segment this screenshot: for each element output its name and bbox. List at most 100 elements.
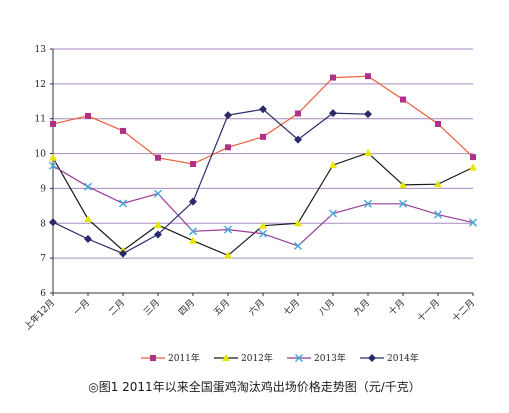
series-line [52,108,369,255]
data-point [50,120,56,127]
y-tick-label: 9 [40,184,46,194]
series-0 [50,73,476,168]
data-point [364,148,372,156]
axes [52,49,473,294]
legend-item-1: 2012年 [214,352,273,364]
x-marker-stroke [433,210,443,219]
data-point [225,144,231,151]
y-tick-label: 13 [35,45,47,55]
legend-marker [368,354,376,362]
x-tick-label: 三月 [142,297,163,318]
data-point [154,230,162,239]
data-point [469,163,477,171]
x-marker-stroke [328,209,338,218]
data-point [84,215,92,223]
x-tick-label: 二月 [107,297,128,318]
x-axis-ticks: 上年12月 一月 二月 三月 四月 五月 六月 七月 八月 九月 十月 十一月 十二月 [21,293,477,332]
data-point [224,251,232,259]
x-marker-stroke [468,218,478,227]
x-tick-label: 四月 [177,297,198,318]
series-1 [49,148,477,259]
data-point [260,133,266,140]
legend-item-2: 2013年 [287,352,346,364]
data-point [120,127,126,134]
data-point [188,227,198,236]
legend-marker [150,355,156,361]
data-point [434,180,442,188]
data-point [330,74,336,81]
series-group [48,73,478,259]
data-point [363,199,373,208]
x-marker-stroke [294,353,304,363]
data-point [259,105,267,114]
data-point [400,96,406,103]
data-point [189,197,197,206]
data-point [83,182,93,191]
x-tick-label: 六月 [246,297,267,318]
legend-label: 2011年 [168,352,200,364]
data-point [49,218,57,227]
x-tick-label: 上年12月 [21,297,57,333]
series-2 [48,161,478,250]
data-point [189,236,197,244]
data-point [119,249,127,258]
x-marker-stroke [48,161,58,170]
data-point [155,154,161,161]
data-point [399,180,407,188]
x-marker-stroke [363,199,373,208]
x-tick-label: 八月 [317,297,338,318]
data-point [329,109,337,118]
x-marker-stroke [188,227,198,236]
data-point [433,210,443,219]
data-point [223,225,233,234]
data-point [224,111,232,120]
series-line [52,75,474,165]
legend: 2011年 2012年 2013年 2014年 [141,352,419,364]
data-point [190,161,196,168]
y-tick-label: 7 [40,254,46,264]
x-tick-label: 七月 [282,297,303,318]
legend-item-0: 2011年 [141,352,200,364]
data-point [259,221,267,229]
y-axis-ticks: 6 7 8 9 10 11 12 13 [35,45,53,299]
data-point [293,241,303,250]
data-point [295,110,301,117]
x-tick-label: 九月 [352,297,373,318]
data-point [118,199,128,208]
data-point [470,154,476,161]
legend-marker [294,353,304,363]
data-point [85,112,91,119]
data-point [84,234,92,243]
y-tick-label: 11 [35,115,46,125]
grid-lines [53,48,473,259]
y-tick-label: 6 [40,289,46,299]
y-tick-label: 8 [40,219,46,229]
x-marker-stroke [83,182,93,191]
legend-item-3: 2014年 [360,352,419,364]
data-point [294,219,302,227]
legend-label: 2013年 [314,352,346,364]
legend-marker [222,354,230,361]
legend-label: 2014年 [387,352,419,364]
data-point [398,199,408,208]
x-tick-label: 十一月 [415,297,443,325]
data-point [48,161,58,170]
figure-caption: ◎图1 2011年以来全国蛋鸡淘汰鸡出场价格走势图（元/千克） [88,380,421,394]
legend-label: 2012年 [241,352,273,364]
x-tick-label: 五月 [212,297,233,318]
data-point [435,120,441,127]
data-point [294,135,302,144]
series-3 [49,105,372,258]
x-tick-label: 一月 [72,297,93,318]
data-point [468,218,478,227]
x-marker-stroke [258,229,268,238]
data-point [258,229,268,238]
data-point [364,110,372,119]
data-point [154,221,162,229]
data-point [49,153,57,161]
x-marker-stroke [153,189,163,198]
data-point [153,189,163,198]
data-point [328,209,338,218]
data-point [365,73,371,80]
